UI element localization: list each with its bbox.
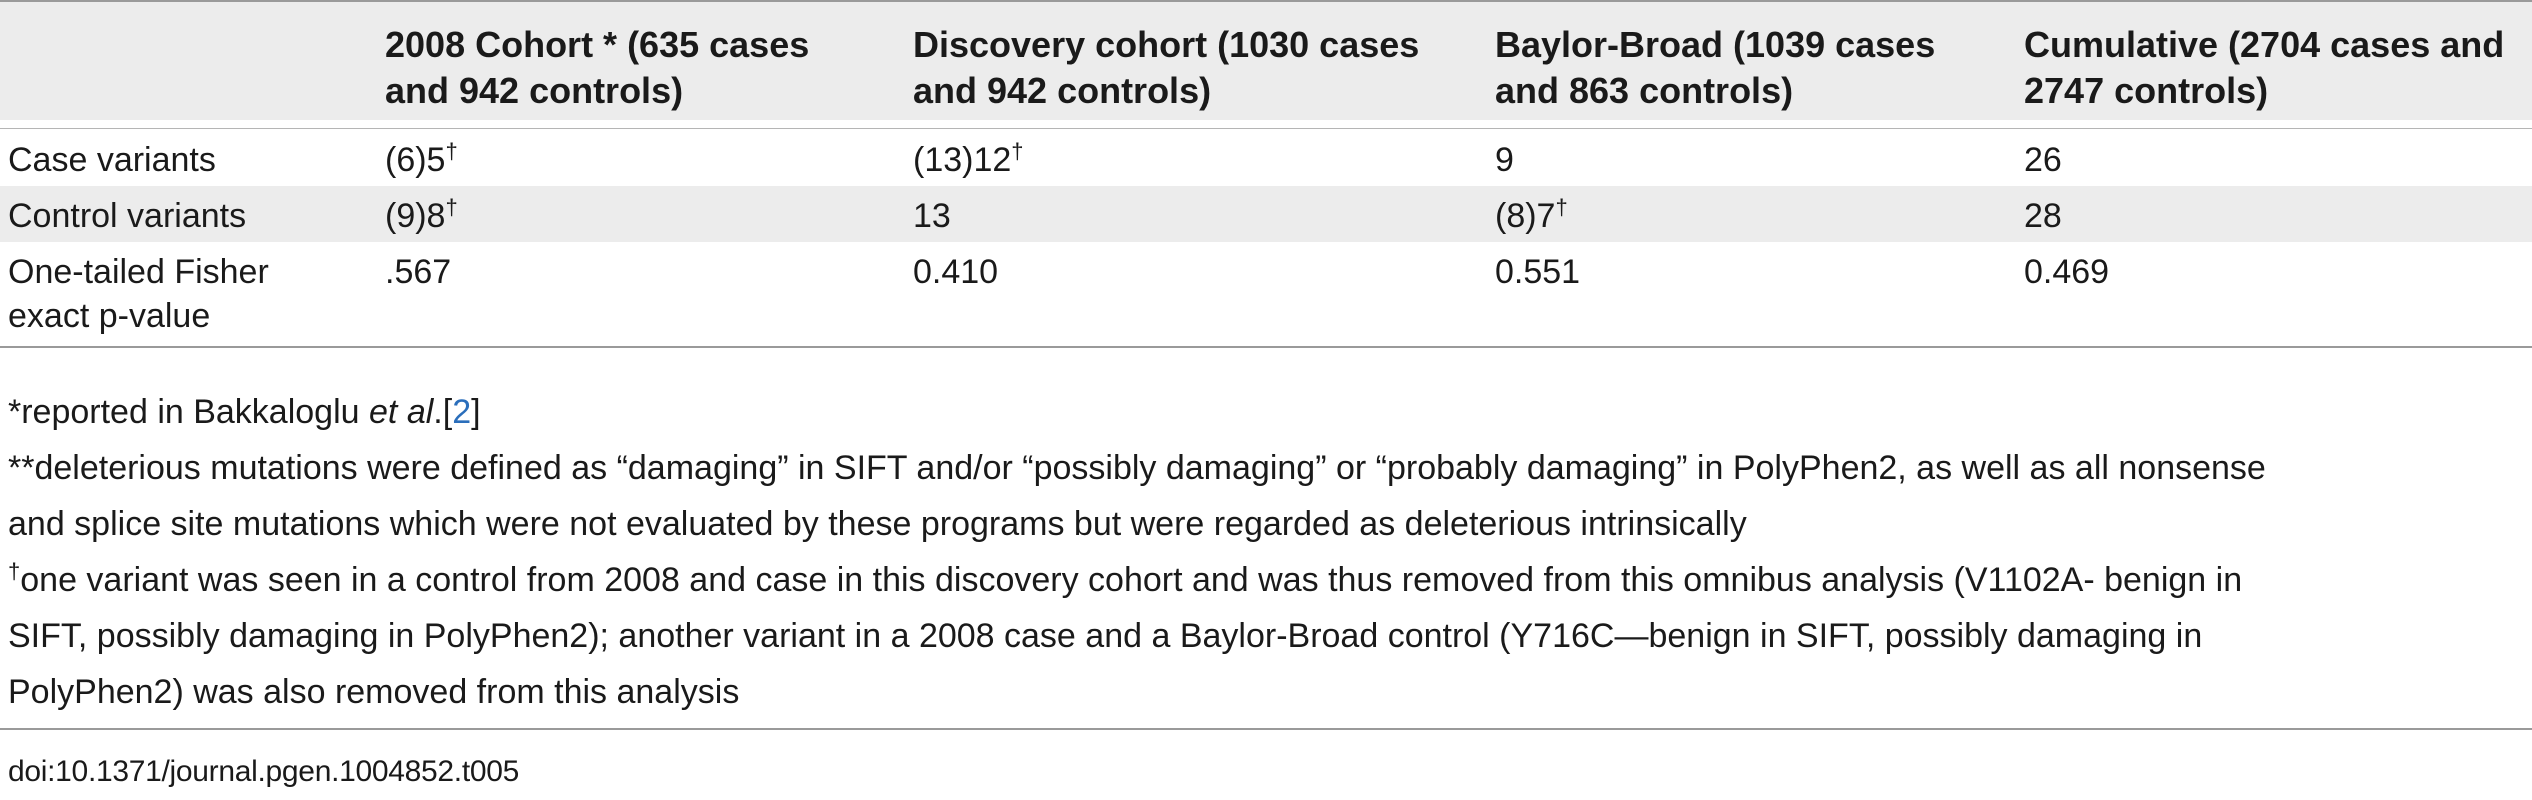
table-cell: 9 xyxy=(1495,141,1514,179)
table-cell: (13)12† xyxy=(913,138,1024,179)
col-header-cumulative: Cumulative (2704 cases and 2747 controls… xyxy=(2024,24,2505,111)
table-row: Control variants (9)8† 13 (8)7† 28 xyxy=(0,186,2532,242)
table-cell: 0.410 xyxy=(913,253,999,291)
table-cell: (8)7† xyxy=(1495,194,1568,235)
dagger-mark: † xyxy=(1011,138,1024,164)
header-rule xyxy=(0,128,2532,129)
table-cell: .567 xyxy=(385,253,452,291)
col-header-discovery-cohort: Discovery cohort (1030 cases and 942 con… xyxy=(913,24,1420,111)
row-label: Control variants xyxy=(8,197,247,235)
dagger-mark: † xyxy=(8,558,21,584)
table-cell: (9)8† xyxy=(385,194,458,235)
dagger-mark: † xyxy=(445,138,458,164)
doi-text: doi:10.1371/journal.pgen.1004852.t005 xyxy=(8,755,520,788)
table-cell: 26 xyxy=(2024,141,2062,179)
row-label: Case variants xyxy=(8,141,216,179)
col-header-2008-cohort: 2008 Cohort * (635 cases and 942 control… xyxy=(385,24,810,111)
footnote-3: †one variant was seen in a control from … xyxy=(8,558,2243,711)
table-cell: (6)5† xyxy=(385,138,458,179)
dagger-mark: † xyxy=(1555,194,1568,220)
bottom-rule xyxy=(0,346,2532,348)
header-row: 2008 Cohort * (635 cases and 942 control… xyxy=(0,2,2532,120)
table-row: One-tailed Fisher exact p-value .567 0.4… xyxy=(0,242,2532,346)
footnote-1: *reported in Bakkaloglu et al.[2] xyxy=(8,393,481,431)
reference-link[interactable]: 2 xyxy=(452,393,472,431)
doi-rule xyxy=(0,728,2532,730)
table-cell: 13 xyxy=(913,197,951,235)
col-header-baylor-broad: Baylor-Broad (1039 cases and 863 control… xyxy=(1495,24,1936,111)
table-row: Case variants (6)5† (13)12† 9 26 xyxy=(0,130,2532,186)
top-rule xyxy=(0,0,2532,2)
footnote-2: **deleterious mutations were defined as … xyxy=(8,449,2266,543)
dagger-mark: † xyxy=(445,194,458,220)
table-cell: 0.551 xyxy=(1495,253,1581,291)
row-label: One-tailed Fisher exact p-value xyxy=(8,253,269,335)
table-cell: 0.469 xyxy=(2024,253,2110,291)
table-cell: 28 xyxy=(2024,197,2062,235)
